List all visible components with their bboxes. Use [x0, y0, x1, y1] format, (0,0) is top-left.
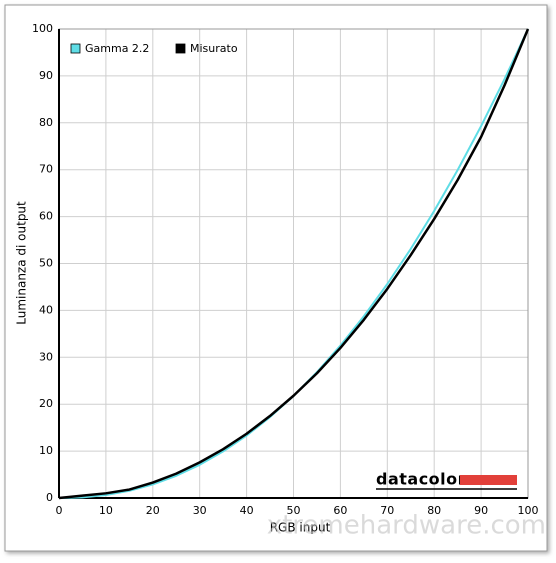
x-tick-label: 30 — [193, 504, 207, 517]
legend-swatch — [70, 43, 81, 54]
y-tick-label: 40 — [39, 303, 53, 316]
x-tick-label: 70 — [380, 504, 394, 517]
y-tick-label: 80 — [39, 116, 53, 129]
watermark: xtremehardware.com — [267, 511, 546, 541]
frame — [4, 4, 548, 552]
x-tick-label: 50 — [287, 504, 301, 517]
x-tick-label: 90 — [474, 504, 488, 517]
x-tick-label: 10 — [99, 504, 113, 517]
y-tick-label: 100 — [32, 22, 53, 35]
y-tick-label: 10 — [39, 444, 53, 457]
x-tick-label: 0 — [56, 504, 63, 517]
y-tick-label: 60 — [39, 210, 53, 223]
y-tick-label: 0 — [46, 491, 53, 504]
x-tick-label: 80 — [427, 504, 441, 517]
x-tick-label: 40 — [240, 504, 254, 517]
x-tick-label: 60 — [333, 504, 347, 517]
y-tick-label: 70 — [39, 163, 53, 176]
legend-swatch — [175, 43, 186, 54]
logo-text: datacolor — [376, 470, 466, 489]
legend-label: Misurato — [190, 42, 238, 55]
y-axis-label: Luminanza di output — [15, 201, 29, 325]
y-tick-label: 30 — [39, 350, 53, 363]
logo-bar — [460, 475, 517, 485]
legend-label: Gamma 2.2 — [85, 42, 149, 55]
x-tick-label: 20 — [146, 504, 160, 517]
y-tick-label: 50 — [39, 257, 53, 270]
y-tick-label: 20 — [39, 397, 53, 410]
x-tick-label: 100 — [518, 504, 539, 517]
y-tick-label: 90 — [39, 69, 53, 82]
x-axis-label: RGB input — [270, 521, 331, 535]
data-line — [58, 28, 530, 500]
